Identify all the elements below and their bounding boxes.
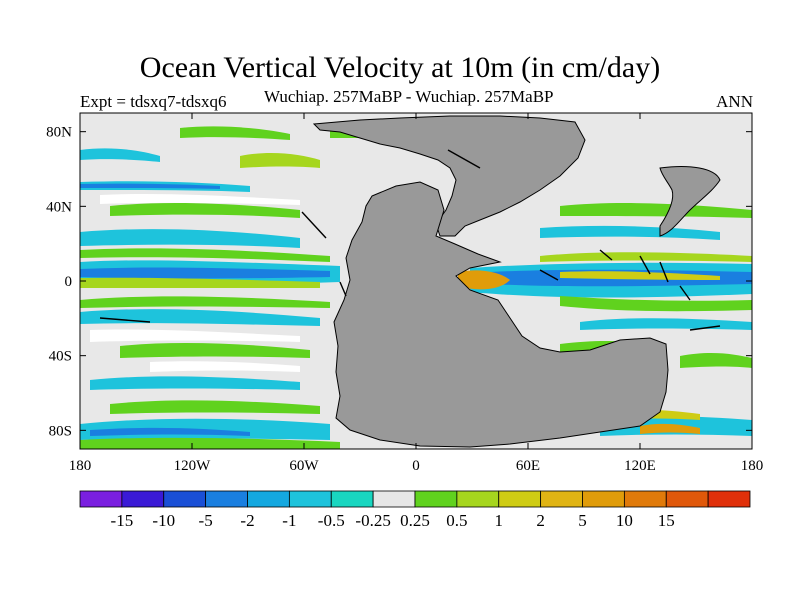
- colorbar-label: 10: [616, 511, 633, 530]
- field-patch: [640, 423, 700, 434]
- colorbar-swatch: [330, 490, 374, 508]
- coast-stroke: [99, 317, 151, 323]
- coast-stroke: [679, 285, 691, 301]
- lat-tick-label: 40S: [49, 349, 72, 365]
- colorbar-swatch: [540, 490, 583, 508]
- colorbar-swatch: [707, 490, 751, 508]
- coast-stroke: [659, 261, 669, 283]
- colorbar-label: -15: [111, 511, 134, 530]
- land-region: [333, 181, 669, 448]
- landmass: [312, 115, 721, 448]
- field-patch: [458, 270, 510, 290]
- map-field: [80, 113, 752, 449]
- axis-ticks: 180 120W 60W 0 60E 120E 180 80N 40N 0 40S 80S: [46, 113, 763, 474]
- coast-stroke: [539, 269, 559, 281]
- lon-tick-label: 180: [69, 458, 92, 474]
- field-patch: [240, 153, 320, 168]
- field-patch: [80, 437, 340, 449]
- field-patch: [560, 296, 752, 312]
- field-patch: [110, 203, 300, 218]
- lat-tick-label: 0: [65, 274, 73, 290]
- period-label: Wuchiap. 257MaBP - Wuchiap. 257MaBP: [264, 87, 554, 106]
- land-region: [312, 115, 586, 237]
- colorbar-swatch: [205, 490, 248, 508]
- coast-stroke: [301, 211, 327, 239]
- ocean-velocity-field: [80, 123, 752, 449]
- lon-tick-label: 120W: [174, 458, 212, 474]
- colorbar-swatch: [414, 490, 458, 508]
- coastline-segments: [99, 149, 721, 331]
- lat-tick-label: 80S: [49, 423, 72, 439]
- field-patch: [180, 126, 290, 140]
- colorbar-swatch: [247, 490, 290, 508]
- colorbar-label: -2: [240, 511, 254, 530]
- lon-tick-label: 180: [741, 458, 764, 474]
- field-patch: [90, 427, 250, 436]
- field-patch: [80, 229, 300, 248]
- colorbar-label: 2: [536, 511, 545, 530]
- field-patch: [90, 329, 300, 342]
- coast-stroke: [599, 249, 613, 261]
- colorbar: -15 -10 -5 -2 -1 -0.5 -0.25 0.25 0.5 1 2 5 10 15: [79, 490, 751, 530]
- colorbar-label: 0.5: [446, 511, 467, 530]
- colorbar-swatch: [665, 490, 709, 508]
- field-patch: [80, 183, 220, 189]
- field-patch: [150, 361, 300, 372]
- field-patch: [560, 271, 720, 280]
- colorbar-label: -1: [282, 511, 296, 530]
- coast-stroke: [339, 281, 347, 297]
- field-patch: [120, 343, 310, 358]
- field-patch: [110, 400, 320, 414]
- land-region: [659, 166, 721, 237]
- colorbar-label: -10: [152, 511, 175, 530]
- colorbar-swatch: [121, 490, 165, 508]
- field-patch: [540, 225, 720, 240]
- coast-stroke: [689, 325, 721, 331]
- colorbar-swatch: [79, 490, 123, 508]
- field-patch: [100, 193, 300, 205]
- colorbar-label: -5: [199, 511, 213, 530]
- colorbar-swatch: [623, 490, 667, 508]
- lat-tick-label: 40N: [46, 199, 72, 215]
- lat-tick-label: 80N: [46, 125, 72, 141]
- plot-title: Ocean Vertical Velocity at 10m (in cm/da…: [139, 51, 661, 84]
- field-patch: [90, 376, 300, 390]
- colorbar-label: -0.25: [355, 511, 390, 530]
- coast-stroke: [639, 255, 651, 275]
- lon-tick-label: 60W: [289, 458, 319, 474]
- lon-tick-label: 60E: [516, 458, 540, 474]
- field-patch: [560, 203, 752, 218]
- colorbar-label: -0.5: [318, 511, 345, 530]
- field-patch: [80, 296, 330, 308]
- experiment-label: Expt = tdsxq7-tdsxq6: [80, 92, 227, 111]
- season-label: ANN: [716, 92, 753, 111]
- field-patch: [80, 148, 160, 162]
- colorbar-label: 5: [578, 511, 587, 530]
- colorbar-label: 1: [495, 511, 504, 530]
- colorbar-swatch: [372, 490, 416, 508]
- colorbar-label: 0.25: [400, 511, 430, 530]
- colorbar-swatch: [288, 490, 332, 508]
- lon-tick-label: 120E: [624, 458, 656, 474]
- field-patch: [80, 267, 330, 279]
- field-patch: [680, 352, 752, 368]
- lon-tick-label: 0: [412, 458, 420, 474]
- coast-stroke: [447, 149, 481, 169]
- field-patch: [540, 252, 752, 262]
- field-patch: [80, 277, 320, 288]
- colorbar-swatch: [456, 490, 500, 508]
- colorbar-swatch: [582, 490, 625, 508]
- colorbar-label: 15: [658, 511, 675, 530]
- field-patch: [80, 248, 330, 262]
- colorbar-swatch: [498, 490, 542, 508]
- colorbar-swatch: [163, 490, 207, 508]
